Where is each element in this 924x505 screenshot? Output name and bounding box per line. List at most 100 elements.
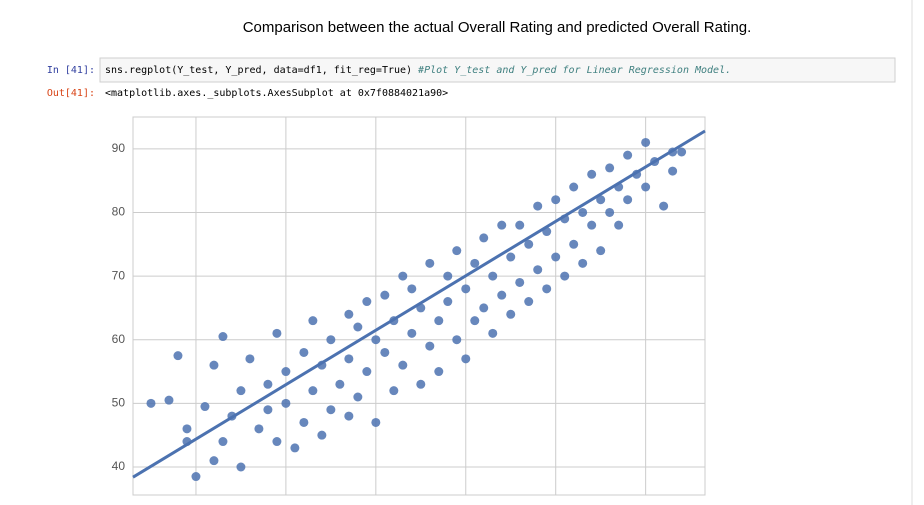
point [173, 351, 183, 361]
y-tick-label: 40 [112, 459, 126, 473]
point [344, 411, 354, 421]
title: Comparison between the actual Overall Ra… [243, 19, 752, 36]
point [281, 398, 291, 408]
point [506, 309, 516, 319]
point [623, 195, 633, 205]
point [317, 430, 327, 440]
point [443, 297, 453, 307]
point [533, 265, 543, 275]
y-tick-label: 70 [112, 268, 126, 282]
point [506, 252, 516, 262]
point [308, 316, 318, 326]
point [236, 386, 246, 396]
point [623, 150, 633, 160]
point [326, 405, 336, 415]
point [479, 303, 489, 313]
point [353, 392, 363, 402]
point [515, 220, 525, 230]
point [470, 258, 480, 268]
point [299, 417, 309, 427]
point [146, 398, 156, 408]
point [641, 182, 651, 192]
point [308, 386, 318, 396]
point [182, 424, 192, 434]
point [596, 246, 606, 256]
point [497, 220, 507, 230]
point [362, 297, 372, 307]
point [371, 417, 381, 427]
point [668, 166, 678, 176]
point [344, 354, 354, 364]
point [407, 328, 417, 338]
point [587, 169, 597, 179]
point [443, 271, 453, 281]
point [371, 335, 381, 345]
point [218, 437, 228, 447]
point [479, 233, 489, 243]
point [560, 271, 570, 281]
point [218, 332, 228, 342]
point [587, 220, 597, 230]
point [254, 424, 264, 434]
point [452, 246, 462, 256]
point [659, 201, 669, 211]
point [533, 201, 543, 211]
point [290, 443, 300, 453]
point [551, 195, 561, 205]
plot: 40 50 60 70 80 90 [112, 116, 706, 496]
point [605, 163, 615, 173]
point [200, 402, 210, 412]
point [380, 347, 390, 357]
point [344, 309, 354, 319]
point [470, 316, 480, 326]
y-tick-label: 60 [112, 332, 126, 346]
point [389, 386, 399, 396]
output: <matplotlib.axes._subplots.AxesSubplot a… [105, 88, 448, 99]
point [569, 182, 579, 192]
point [236, 462, 246, 472]
point [434, 367, 444, 377]
point [209, 456, 219, 466]
y-tick-label: 90 [112, 141, 126, 155]
point [326, 335, 336, 345]
code-box [99, 57, 896, 83]
point [335, 379, 345, 389]
point [569, 239, 579, 249]
y-tick-label: 80 [112, 205, 126, 219]
code-line: sns.regplot(Y_test, Y_pred, data=df1, fi… [105, 65, 731, 76]
point [245, 354, 255, 364]
point [542, 284, 552, 294]
point [407, 284, 417, 294]
point [551, 252, 561, 262]
point [461, 354, 471, 364]
regression-line [132, 129, 706, 479]
point [416, 379, 426, 389]
point [524, 297, 534, 307]
point [209, 360, 219, 370]
point [596, 195, 606, 205]
point [461, 284, 471, 294]
point [605, 207, 615, 217]
point [578, 258, 588, 268]
point [515, 277, 525, 287]
point [425, 341, 435, 351]
point [524, 239, 534, 249]
point [353, 322, 363, 332]
point [398, 271, 408, 281]
point [263, 405, 273, 415]
point [191, 472, 201, 482]
point [497, 290, 507, 300]
point [578, 207, 588, 217]
point [452, 335, 462, 345]
point [677, 147, 687, 157]
point [434, 316, 444, 326]
code: sns.regplot(Y_test, Y_pred, data=df1, fi… [105, 65, 412, 76]
point [272, 328, 282, 338]
point [425, 258, 435, 268]
point [281, 367, 291, 377]
point [488, 271, 498, 281]
point [263, 379, 273, 389]
point [164, 395, 174, 405]
